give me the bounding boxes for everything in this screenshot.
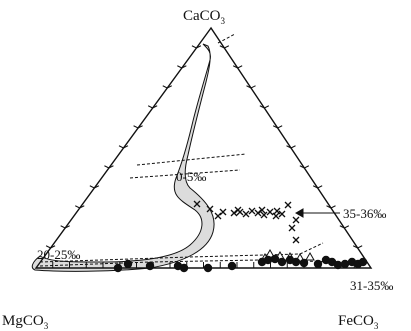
tick-mark xyxy=(64,225,70,229)
tick-mark xyxy=(137,125,143,129)
circle-marker xyxy=(203,263,213,273)
apex-label-caco3: CaCO3 xyxy=(183,8,226,26)
circle-marker xyxy=(333,260,343,270)
shaded-compositional-field xyxy=(31,43,215,272)
circle-marker xyxy=(299,258,309,268)
tick-mark xyxy=(224,45,230,49)
triangle-marker xyxy=(305,251,315,261)
cross-marker-stroke xyxy=(266,208,274,216)
circle-marker xyxy=(145,261,155,271)
cross-marker-stroke xyxy=(248,207,256,215)
circle-marker xyxy=(113,263,123,273)
cross-marker-stroke xyxy=(292,236,300,244)
tick-mark xyxy=(75,205,80,209)
cross-marker-stroke xyxy=(214,212,222,220)
tick-mark xyxy=(326,205,332,209)
tick-mark xyxy=(317,185,323,189)
tick-mark xyxy=(94,185,100,189)
tick-mark xyxy=(123,145,129,149)
tick-mark xyxy=(219,45,225,49)
tick-mark xyxy=(357,245,363,249)
cross-marker-stroke xyxy=(254,209,262,217)
cross-marker-stroke xyxy=(284,201,292,209)
tick-mark xyxy=(259,105,265,109)
circle-marker xyxy=(270,254,280,264)
tick-mark xyxy=(237,65,243,69)
tick-mark xyxy=(162,85,168,89)
label-31-35-permil: 31-35‰ xyxy=(350,278,393,293)
dashed-boundaries xyxy=(39,33,341,267)
tick-mark xyxy=(272,125,278,129)
tick-mark xyxy=(45,245,51,249)
tick-mark xyxy=(304,165,310,169)
circle-markers xyxy=(113,254,368,273)
circle-marker xyxy=(358,257,368,267)
tick-mark xyxy=(246,85,252,89)
cross-group-arrow xyxy=(294,208,340,218)
apex-label-feco3: FeCO3 xyxy=(338,313,379,331)
cross-marker-stroke xyxy=(273,207,281,215)
tick-mark xyxy=(50,245,56,249)
tick-mark xyxy=(232,65,238,69)
tick-mark xyxy=(299,165,305,169)
tick-mark xyxy=(264,105,270,109)
tick-mark xyxy=(147,105,153,109)
cross-marker-stroke xyxy=(258,206,266,214)
tick-mark xyxy=(133,125,139,129)
tick-mark xyxy=(312,185,318,189)
cross-marker-stroke xyxy=(236,208,244,216)
tick-mark xyxy=(339,225,345,229)
tick-mark xyxy=(152,105,158,109)
dashed-line-upper-b xyxy=(129,169,241,179)
tick-mark xyxy=(191,45,197,49)
apex-label-mgco3: MgCO3 xyxy=(2,313,49,331)
circle-marker xyxy=(263,255,273,265)
tick-mark xyxy=(167,85,172,89)
tick-mark xyxy=(250,85,256,89)
cross-marker-stroke xyxy=(278,210,286,218)
tick-mark xyxy=(177,65,183,69)
cross-marker-stroke xyxy=(230,209,238,217)
cross-marker-stroke xyxy=(193,200,201,208)
tick-mark xyxy=(181,65,187,69)
circle-marker xyxy=(123,259,133,269)
tick-mark xyxy=(352,245,358,249)
cross-marker-stroke xyxy=(242,210,250,218)
circle-marker xyxy=(313,259,323,269)
cross-marker-stroke xyxy=(272,212,280,220)
tick-mark xyxy=(286,145,292,149)
dashed-line-top xyxy=(217,33,236,44)
tick-mark xyxy=(79,205,85,209)
tick-mark xyxy=(104,165,110,169)
circle-marker xyxy=(291,257,301,267)
cross-marker-stroke xyxy=(219,208,227,216)
cross-marker-stroke xyxy=(206,205,214,213)
cross-marker-stroke xyxy=(260,211,268,219)
cross-marker-stroke xyxy=(288,224,296,232)
circle-marker xyxy=(277,257,287,267)
dashed-line-upper-a xyxy=(136,153,247,166)
cross-markers xyxy=(193,200,300,244)
dashed-line-lower-a xyxy=(39,242,324,263)
label-0-5-permil: 0-5‰ xyxy=(176,169,206,184)
tick-mark xyxy=(196,45,202,49)
tick-mark xyxy=(277,125,283,129)
tick-mark xyxy=(290,145,296,149)
circle-marker xyxy=(227,261,237,271)
tick-mark xyxy=(60,225,66,229)
label-20-25-permil: 20-25‰ xyxy=(37,247,80,262)
tick-mark xyxy=(344,225,350,229)
cross-marker-stroke xyxy=(292,216,300,224)
tick-mark xyxy=(118,145,124,149)
circle-marker xyxy=(340,259,350,269)
tick-mark xyxy=(89,185,95,189)
circle-marker xyxy=(179,263,189,273)
tick-mark xyxy=(330,205,336,209)
tick-mark xyxy=(108,165,114,169)
label-35-36-permil: 35-36‰ xyxy=(343,206,386,221)
